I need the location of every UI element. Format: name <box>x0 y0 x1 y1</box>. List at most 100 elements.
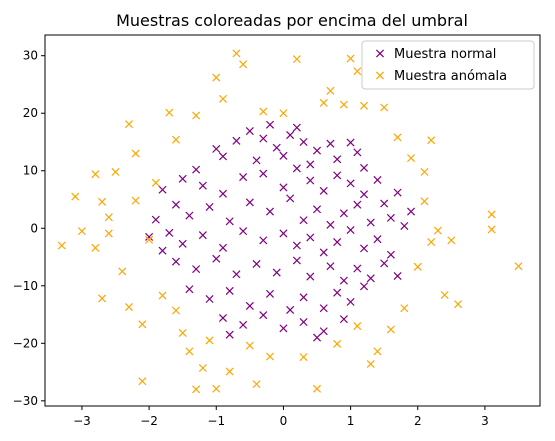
anomalous-sample-point <box>138 377 147 386</box>
normal-sample-point <box>232 136 241 145</box>
anomalous-sample-point <box>279 109 288 118</box>
normal-sample-point <box>306 272 315 281</box>
anomalous-sample-point <box>239 60 248 69</box>
normal-sample-point <box>279 151 288 160</box>
anomalous-sample-point <box>124 120 133 129</box>
anomalous-sample-point <box>91 170 100 179</box>
normal-sample-point <box>218 313 228 323</box>
x-tick-label: −2 <box>140 414 158 428</box>
normal-sample-point <box>366 274 375 283</box>
anomalous-sample-point <box>259 107 268 116</box>
normal-sample-point <box>279 324 288 333</box>
normal-sample-point <box>252 156 261 165</box>
normal-sample-point <box>346 225 355 235</box>
normal-sample-point <box>205 202 214 212</box>
normal-sample-point <box>192 165 201 174</box>
normal-sample-point <box>319 304 328 313</box>
anomalous-sample-point <box>151 178 160 187</box>
normal-sample-point <box>265 207 275 216</box>
normal-sample-point <box>360 190 369 199</box>
anomalous-sample-point <box>212 384 221 393</box>
normal-sample-point <box>198 181 207 190</box>
anomalous-sample-point <box>346 54 355 63</box>
normal-sample-point <box>312 146 322 155</box>
y-tick-label: 0 <box>30 221 38 235</box>
normal-sample-point <box>239 227 248 236</box>
normal-sample-point <box>299 137 308 147</box>
normal-sample-point <box>252 259 261 268</box>
normal-sample-point <box>380 199 389 208</box>
normal-sample-point <box>346 138 355 147</box>
normal-sample-point <box>360 282 369 291</box>
normal-sample-point <box>279 229 288 238</box>
normal-sample-point <box>380 259 389 268</box>
anomalous-sample-point <box>366 359 375 369</box>
normal-sample-point <box>272 143 281 152</box>
normal-sample-point <box>205 294 214 304</box>
legend-x-icon <box>375 49 385 58</box>
x-tick-label: −1 <box>207 414 225 428</box>
normal-sample-point <box>319 186 328 195</box>
normal-sample-point <box>225 217 234 226</box>
anomalous-sample-point <box>265 352 275 361</box>
anomalous-sample-point <box>245 341 254 350</box>
anomalous-sample-point <box>454 300 463 309</box>
normal-sample-point <box>245 198 254 207</box>
normal-sample-point <box>400 221 409 230</box>
anomalous-sample-point <box>440 290 449 300</box>
anomalous-sample-point <box>427 136 436 145</box>
normal-sample-point <box>279 183 288 192</box>
points-layer <box>57 49 523 394</box>
normal-sample-point <box>185 285 194 294</box>
anomalous-sample-point <box>333 339 342 348</box>
legend-label-anomalous: Muestra anómala <box>394 69 507 84</box>
normal-sample-point <box>333 155 342 164</box>
normal-sample-point <box>286 131 295 140</box>
normal-sample-point <box>306 160 315 169</box>
anomalous-sample-point <box>353 67 362 76</box>
anomalous-sample-point <box>420 197 429 206</box>
anomalous-sample-point <box>57 241 66 250</box>
x-tick-label: 2 <box>414 414 422 428</box>
anomalous-sample-point <box>427 238 436 247</box>
normal-sample-point <box>292 256 301 265</box>
normal-sample-point <box>306 233 315 242</box>
x-tick-label: 0 <box>280 414 288 428</box>
normal-sample-point <box>386 250 395 259</box>
y-tick-label: 20 <box>23 106 38 120</box>
y-tick-label: −20 <box>13 336 38 350</box>
normal-sample-point <box>245 127 254 136</box>
anomalous-sample-point <box>326 86 335 95</box>
normal-sample-point <box>259 169 268 178</box>
normal-sample-point <box>225 286 234 295</box>
normal-sample-point <box>373 175 382 184</box>
anomalous-sample-point <box>98 197 107 206</box>
normal-sample-point <box>245 301 254 310</box>
normal-sample-point <box>353 200 362 209</box>
legend-box <box>361 40 535 90</box>
normal-sample-point <box>232 270 241 279</box>
normal-sample-point <box>286 305 295 314</box>
normal-sample-point <box>326 262 335 271</box>
anomalous-sample-point <box>447 236 456 245</box>
normal-sample-point <box>366 218 375 227</box>
normal-sample-point <box>326 220 335 229</box>
anomalous-sample-point <box>131 196 140 205</box>
normal-sample-point <box>326 139 335 148</box>
anomalous-sample-point <box>77 227 86 236</box>
anomalous-sample-point <box>487 225 496 234</box>
normal-sample-point <box>333 238 342 247</box>
normal-sample-point <box>272 268 281 277</box>
anomalous-sample-point <box>413 262 422 271</box>
anomalous-sample-point <box>198 364 207 373</box>
normal-sample-point <box>239 173 248 182</box>
anomalous-sample-point <box>393 133 402 142</box>
y-axis-ticks: −30 −20 −10 0 10 20 30 <box>13 49 45 408</box>
normal-sample-point <box>259 236 268 245</box>
anomalous-sample-point <box>225 367 234 376</box>
y-tick-label: 10 <box>23 164 38 178</box>
normal-sample-point <box>192 265 201 274</box>
anomalous-sample-point <box>386 325 395 334</box>
anomalous-sample-point <box>292 55 301 64</box>
normal-sample-point <box>158 185 167 194</box>
